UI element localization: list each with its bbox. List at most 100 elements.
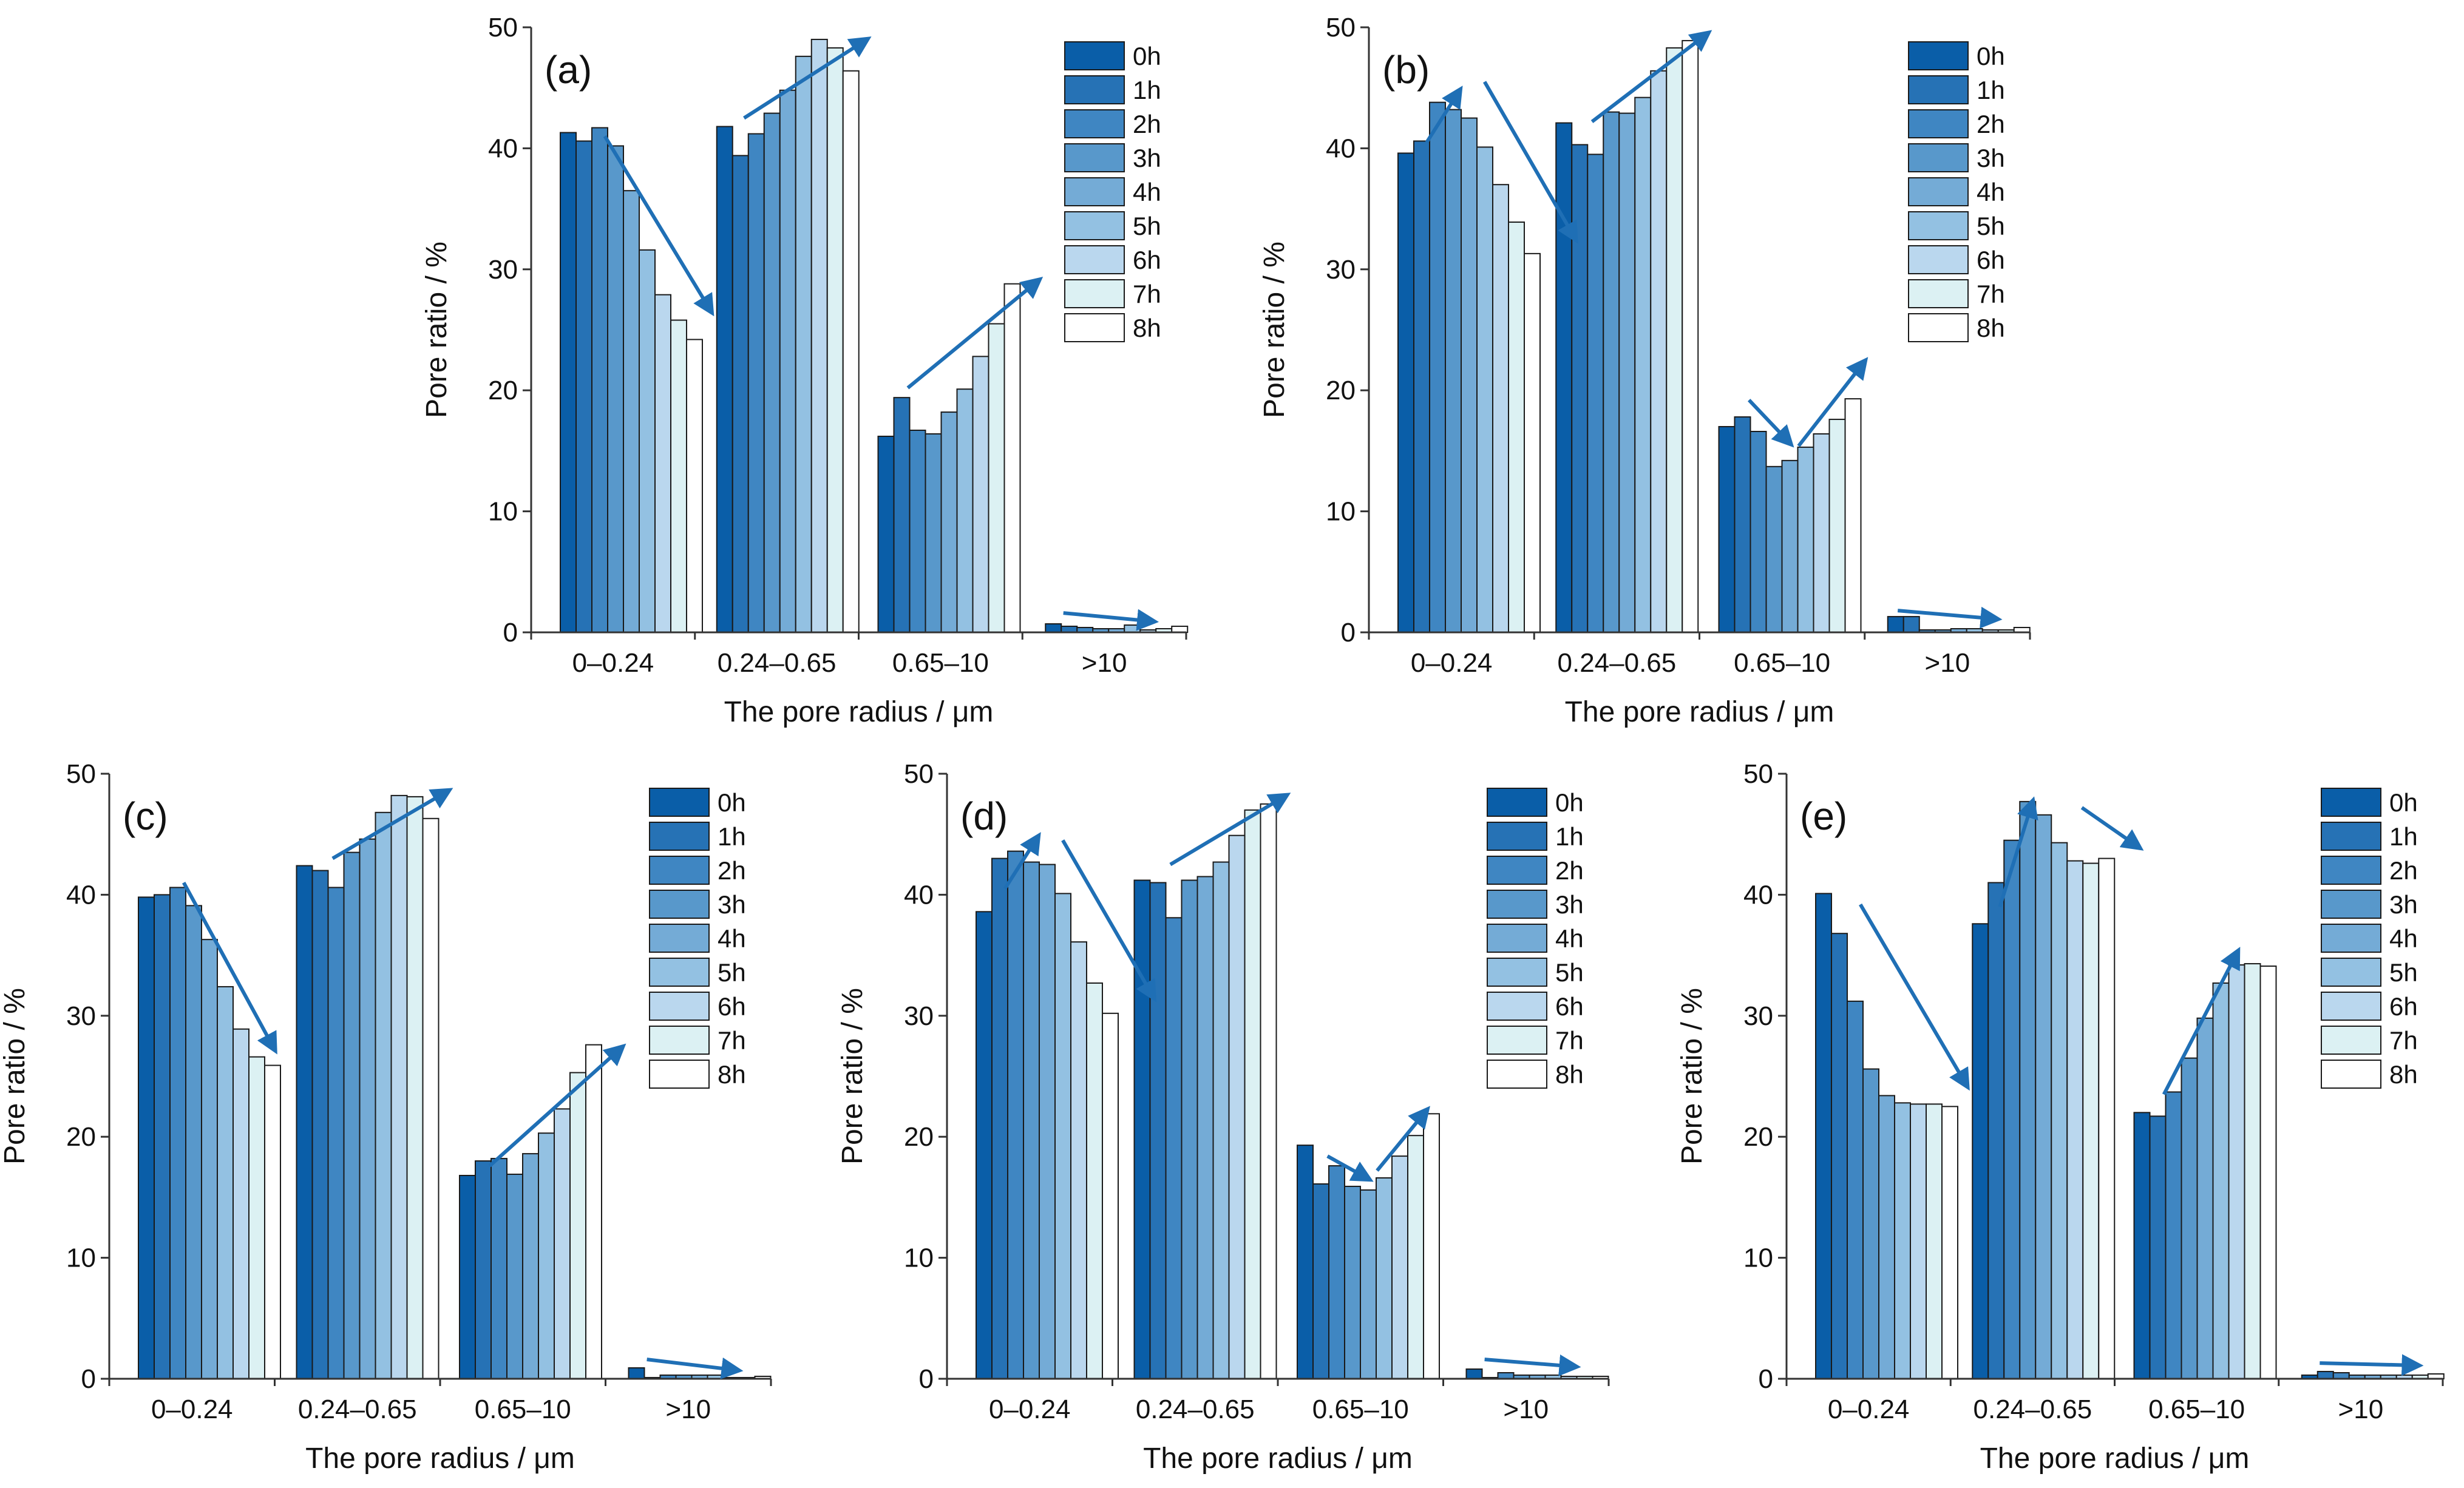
bar-0-0-1 <box>575 140 592 634</box>
bar-1-1-2 <box>1587 154 1604 633</box>
legend-swatch-6h <box>2321 992 2381 1021</box>
bar-1-0-3 <box>1445 109 1462 634</box>
bar-4-0-7 <box>1926 1103 1943 1380</box>
bar-3-2-4 <box>1360 1189 1377 1380</box>
legend-swatch-4h <box>1908 177 1969 206</box>
bar-3-1-1 <box>1149 882 1167 1379</box>
legend-swatch-1h <box>649 822 710 851</box>
bar-4-2-4 <box>2196 1017 2214 1379</box>
x-tick-label: 0.65–10 <box>1312 1395 1409 1424</box>
legend-swatch-8h <box>1064 313 1125 342</box>
panel-label: (c) <box>123 794 168 838</box>
bar-0-0-3 <box>607 145 624 634</box>
bar-4-2-5 <box>2212 982 2230 1380</box>
bar-0-0-4 <box>623 190 640 633</box>
x-axis-title: The pore radius / μm <box>1565 696 1834 728</box>
bar-2-2-3 <box>506 1174 523 1380</box>
bar-4-2-6 <box>2228 964 2245 1379</box>
bar-0-0-0 <box>560 132 577 633</box>
bar-3-2-8 <box>1423 1113 1440 1379</box>
trend-arrow-5 <box>1484 1354 1581 1376</box>
legend-label: 4h <box>1133 178 1161 206</box>
bar-3-0-5 <box>1054 893 1071 1379</box>
legend-swatch-0h <box>2321 788 2381 817</box>
legend-swatch-3h <box>1908 143 1969 172</box>
x-tick-label: 0.24–0.65 <box>1136 1395 1255 1424</box>
bar-4-0-1 <box>1831 933 1848 1379</box>
x-tick-label: 0.24–0.65 <box>298 1395 417 1424</box>
legend-swatch-7h <box>649 1026 710 1055</box>
panel-label: (e) <box>1800 794 1847 838</box>
legend-swatch-2h <box>649 856 710 885</box>
trend-arrow-1 <box>743 36 872 120</box>
y-tick-label: 20 <box>488 376 518 405</box>
bar-4-1-4 <box>2035 814 2052 1379</box>
legend-swatch-7h <box>1487 1026 1547 1055</box>
bar-2-3-0 <box>628 1367 645 1379</box>
legend-swatch-1h <box>1487 822 1547 851</box>
bar-1-0-5 <box>1476 146 1493 633</box>
legend-label: 6h <box>2389 992 2418 1021</box>
legend-label: 1h <box>1555 822 1584 851</box>
bar-3-1-3 <box>1181 879 1198 1380</box>
bar-1-1-8 <box>1682 39 1699 633</box>
legend-swatch-4h <box>2321 924 2381 953</box>
bar-2-0-7 <box>248 1056 265 1379</box>
y-tick-label: 50 <box>1743 759 1773 789</box>
x-tick-label: 0–0.24 <box>1828 1395 1910 1424</box>
y-tick-label: 30 <box>904 1001 934 1031</box>
legend-swatch-6h <box>1064 245 1125 274</box>
y-tick-label: 20 <box>66 1122 96 1152</box>
chart-panel-1: 0 10 20 30 40 50 0–0.24 0.24–0.65 0.65–10 >10 The … <box>1258 13 2031 728</box>
bar-0-1-5 <box>795 55 812 633</box>
y-tick-label: 40 <box>904 880 934 910</box>
bar-3-1-7 <box>1244 809 1261 1379</box>
bar-1-1-3 <box>1603 111 1620 633</box>
y-tick-label: 50 <box>488 13 518 42</box>
legend-swatch-6h <box>649 992 710 1021</box>
bar-2-2-5 <box>538 1132 555 1380</box>
bar-1-2-4 <box>1781 459 1799 633</box>
legend: 0h 1h 2h 3h 4h 5h 6h 7h 8h <box>1487 788 1584 1089</box>
y-tick-label: 10 <box>66 1243 96 1273</box>
legend-label: 1h <box>1133 76 1161 104</box>
trend-arrow-1 <box>1998 796 2038 908</box>
bar-1-2-1 <box>1734 416 1751 633</box>
bar-0-0-6 <box>654 294 671 633</box>
bar-2-1-1 <box>311 870 329 1379</box>
x-axis-title: The pore radius / μm <box>1980 1442 2250 1475</box>
legend-label: 2h <box>1555 856 1584 885</box>
y-tick-label: 30 <box>488 255 518 285</box>
bar-0-2-2 <box>909 430 926 633</box>
bar-1-1-6 <box>1650 70 1668 633</box>
bar-4-2-1 <box>2149 1115 2167 1379</box>
y-tick-label: 10 <box>1326 497 1356 527</box>
legend-label: 2h <box>2389 856 2418 885</box>
chart-panel-4: 0 10 20 30 40 50 0–0.24 0.24–0.65 0.65–10 >10 The … <box>1676 759 2445 1475</box>
bar-3-1-6 <box>1228 834 1246 1379</box>
bar-3-2-3 <box>1344 1185 1361 1379</box>
bar-1-3-1 <box>1902 616 1920 634</box>
bar-3-0-2 <box>1007 850 1024 1379</box>
bar-4-0-4 <box>1878 1095 1895 1380</box>
chart-panel-2: 0 10 20 30 40 50 0–0.24 0.24–0.65 0.65–10 >10 The … <box>0 759 772 1475</box>
x-tick-label: 0–0.24 <box>572 648 654 678</box>
legend-swatch-1h <box>2321 822 2381 851</box>
bar-1-2-2 <box>1750 430 1767 633</box>
legend-label: 1h <box>1977 76 2005 104</box>
trend-arrow-2 <box>1169 793 1291 867</box>
bar-4-3-1 <box>2316 1371 2334 1379</box>
bar-3-0-1 <box>991 857 1008 1379</box>
x-tick-label: 0.65–10 <box>1734 648 1830 678</box>
bar-0-1-1 <box>731 155 749 633</box>
legend-swatch-8h <box>1908 313 1969 342</box>
x-tick-label: 0.24–0.65 <box>718 648 837 678</box>
bar-1-2-0 <box>1718 426 1736 634</box>
bar-1-2-7 <box>1828 419 1846 634</box>
bar-2-0-5 <box>217 986 234 1379</box>
bar-2-2-4 <box>522 1153 539 1379</box>
legend-label: 2h <box>1977 110 2005 138</box>
trend-arrow-0 <box>603 135 714 317</box>
legend-label: 7h <box>2389 1026 2418 1055</box>
bar-3-0-0 <box>976 911 993 1380</box>
